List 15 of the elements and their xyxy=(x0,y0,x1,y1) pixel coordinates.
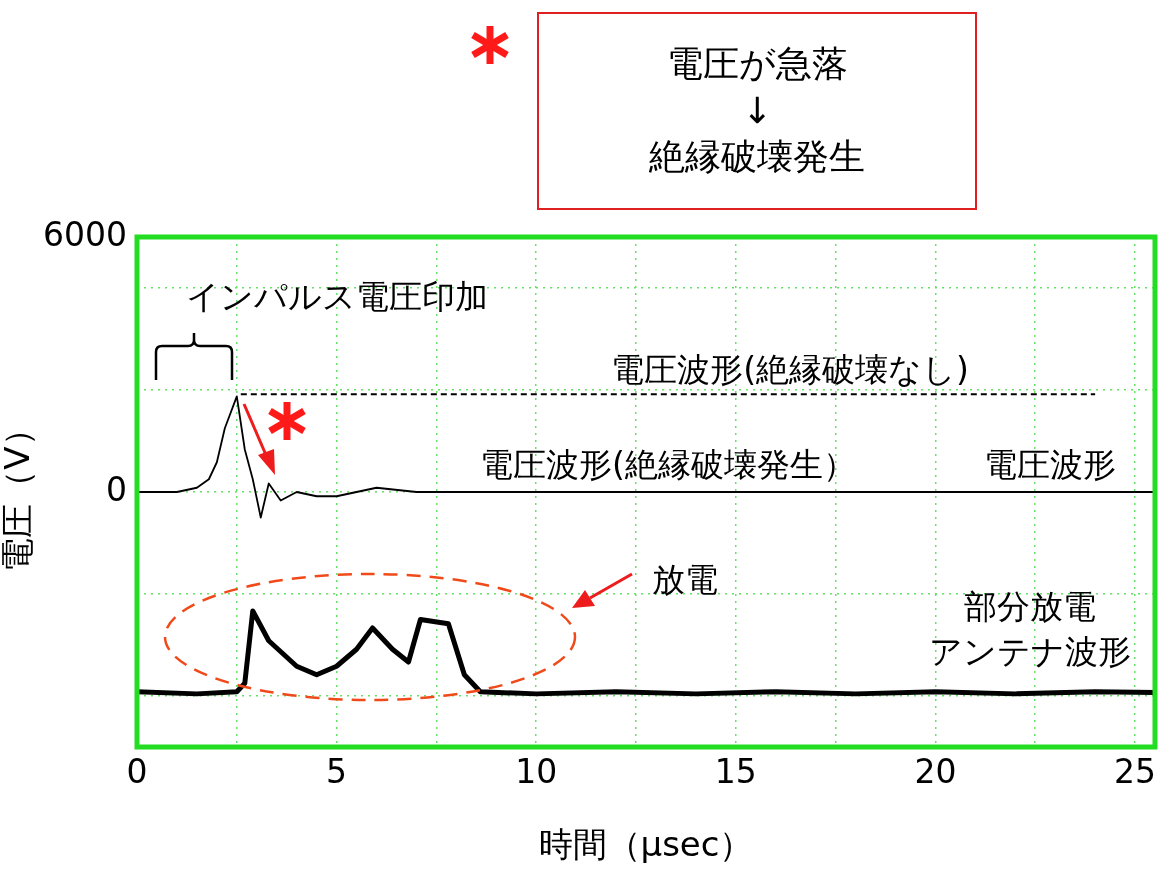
x-tick-label: 25 xyxy=(1114,752,1157,792)
annotation: 電圧波形(絶縁破壊発生） xyxy=(480,443,856,486)
x-tick-label: 20 xyxy=(914,752,957,792)
text: 電圧が急落 ↓ 絶縁破壊発生 xyxy=(537,12,977,210)
annotation: 部分放電アンテナ波形 xyxy=(929,586,1131,673)
x-tick-label: 15 xyxy=(714,752,757,792)
x-tick-label: 10 xyxy=(515,752,558,792)
x-axis-title: 時間（μsec） xyxy=(538,824,754,865)
annotation: 電圧波形(絶縁破壊なし) xyxy=(611,348,969,391)
x-tick-label: 5 xyxy=(326,752,348,792)
annotation: 電圧波形 xyxy=(984,443,1116,486)
annotation: 放電 xyxy=(652,558,718,601)
annotation: インパルス電圧印加 xyxy=(186,275,488,318)
y-tick-label: 6000 xyxy=(43,214,127,254)
y-axis-title: 電圧（V） xyxy=(0,412,38,572)
